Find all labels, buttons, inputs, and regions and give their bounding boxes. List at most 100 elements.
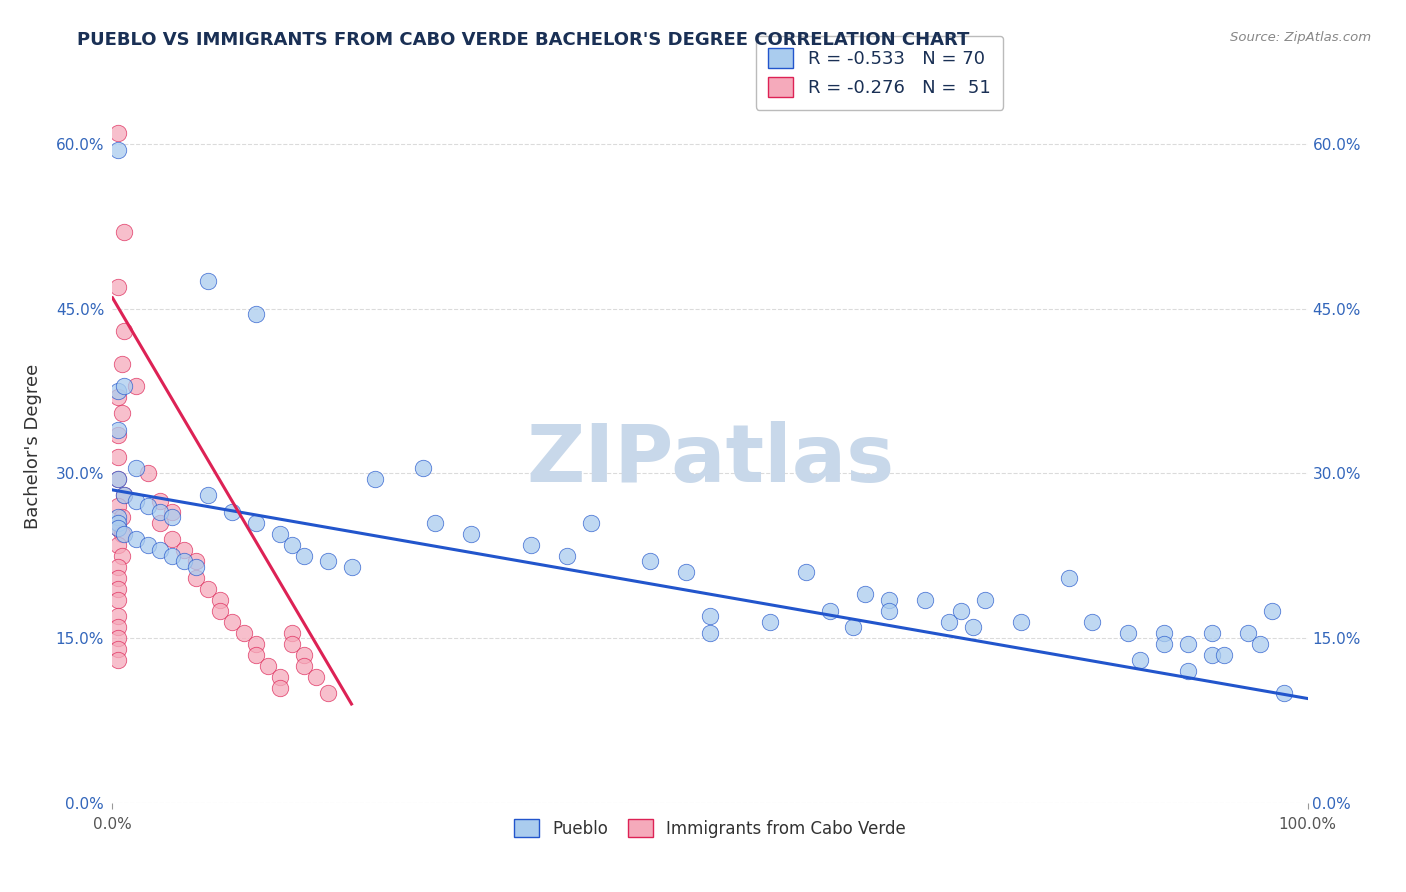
Point bbox=[281, 538, 304, 552]
Point bbox=[879, 592, 901, 607]
Point bbox=[162, 510, 183, 524]
Point bbox=[316, 686, 339, 700]
Point bbox=[162, 533, 183, 547]
Point bbox=[209, 592, 232, 607]
Point bbox=[962, 620, 984, 634]
Point bbox=[794, 566, 817, 580]
Point bbox=[107, 538, 129, 552]
Point bbox=[1118, 625, 1140, 640]
Point bbox=[125, 461, 148, 475]
Point bbox=[107, 126, 129, 140]
Point bbox=[114, 324, 135, 338]
Point bbox=[107, 653, 129, 667]
Point bbox=[125, 533, 148, 547]
Point bbox=[305, 669, 328, 683]
Point bbox=[759, 615, 782, 629]
Point bbox=[269, 681, 291, 695]
Point bbox=[938, 615, 960, 629]
Point bbox=[1153, 625, 1175, 640]
Point bbox=[107, 609, 129, 624]
Point bbox=[107, 450, 129, 464]
Point bbox=[1153, 637, 1175, 651]
Point bbox=[855, 587, 877, 601]
Point bbox=[125, 494, 148, 508]
Point bbox=[107, 571, 129, 585]
Point bbox=[107, 500, 129, 514]
Point bbox=[107, 143, 129, 157]
Point bbox=[111, 357, 134, 371]
Point bbox=[107, 631, 129, 645]
Point bbox=[125, 378, 148, 392]
Point bbox=[197, 582, 219, 596]
Point bbox=[114, 378, 135, 392]
Point bbox=[107, 620, 129, 634]
Point bbox=[245, 648, 267, 662]
Point bbox=[1237, 625, 1260, 640]
Point bbox=[107, 280, 129, 294]
Point bbox=[114, 488, 135, 502]
Point bbox=[699, 609, 721, 624]
Point bbox=[114, 526, 135, 541]
Point bbox=[818, 604, 841, 618]
Point bbox=[1177, 664, 1199, 678]
Point bbox=[107, 472, 129, 486]
Point bbox=[292, 658, 315, 673]
Point bbox=[162, 549, 183, 563]
Point bbox=[1010, 615, 1032, 629]
Point bbox=[520, 538, 543, 552]
Point bbox=[114, 488, 135, 502]
Point bbox=[842, 620, 865, 634]
Point bbox=[269, 526, 291, 541]
Point bbox=[1129, 653, 1152, 667]
Point bbox=[269, 669, 291, 683]
Point bbox=[114, 225, 135, 239]
Point bbox=[1272, 686, 1295, 700]
Point bbox=[209, 604, 232, 618]
Point bbox=[186, 559, 208, 574]
Legend: Pueblo, Immigrants from Cabo Verde: Pueblo, Immigrants from Cabo Verde bbox=[508, 813, 912, 845]
Point bbox=[1201, 625, 1223, 640]
Point bbox=[1057, 571, 1080, 585]
Point bbox=[107, 559, 129, 574]
Point bbox=[107, 521, 129, 535]
Point bbox=[974, 592, 997, 607]
Point bbox=[460, 526, 482, 541]
Point bbox=[1213, 648, 1236, 662]
Point bbox=[640, 554, 662, 568]
Point bbox=[107, 642, 129, 657]
Point bbox=[257, 658, 280, 673]
Point bbox=[173, 543, 195, 558]
Point bbox=[107, 384, 129, 398]
Point bbox=[107, 516, 129, 530]
Point bbox=[111, 549, 134, 563]
Point bbox=[197, 274, 219, 288]
Point bbox=[245, 637, 267, 651]
Point bbox=[197, 488, 219, 502]
Point bbox=[1249, 637, 1271, 651]
Point bbox=[138, 500, 160, 514]
Point bbox=[340, 559, 363, 574]
Point bbox=[292, 549, 315, 563]
Point bbox=[111, 526, 134, 541]
Point bbox=[221, 615, 243, 629]
Point bbox=[107, 510, 129, 524]
Point bbox=[281, 637, 304, 651]
Point bbox=[292, 648, 315, 662]
Point bbox=[879, 604, 901, 618]
Point bbox=[281, 625, 304, 640]
Point bbox=[162, 505, 183, 519]
Point bbox=[1261, 604, 1284, 618]
Point bbox=[149, 543, 172, 558]
Point bbox=[107, 428, 129, 442]
Point bbox=[245, 307, 267, 321]
Point bbox=[149, 505, 172, 519]
Point bbox=[107, 592, 129, 607]
Point bbox=[149, 516, 172, 530]
Text: ZIPatlas: ZIPatlas bbox=[526, 421, 894, 500]
Point bbox=[950, 604, 973, 618]
Point bbox=[579, 516, 602, 530]
Point bbox=[233, 625, 256, 640]
Text: PUEBLO VS IMMIGRANTS FROM CABO VERDE BACHELOR'S DEGREE CORRELATION CHART: PUEBLO VS IMMIGRANTS FROM CABO VERDE BAC… bbox=[77, 31, 970, 49]
Point bbox=[186, 554, 208, 568]
Point bbox=[699, 625, 721, 640]
